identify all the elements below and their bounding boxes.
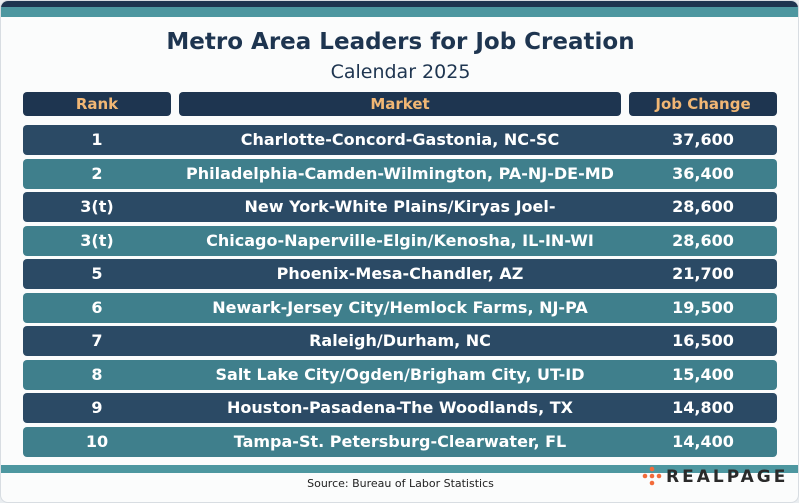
column-header: Market xyxy=(179,92,621,116)
top-bar xyxy=(1,1,798,17)
rank-cell: 3(t) xyxy=(80,230,114,250)
rank-cell: 3(t) xyxy=(80,197,114,216)
table-row: 1 Charlotte-Concord-Gastonia, NC-SC 37,600 xyxy=(23,125,777,155)
rank-cell: 7 xyxy=(91,331,103,350)
job-change-cell: 15,400 xyxy=(672,364,734,384)
job-change-cell: 28,600 xyxy=(672,197,734,216)
job-change-cell: 14,800 xyxy=(672,398,734,417)
rank-cell: 8 xyxy=(91,364,103,384)
logo-icon xyxy=(642,466,662,486)
market-cell: Raleigh/Durham, NC xyxy=(309,331,491,350)
source: Source: Bureau of Labor Statistics xyxy=(307,477,494,490)
job-change-cell: 21,700 xyxy=(672,264,734,283)
subtitle: Calendar 2025 xyxy=(330,61,471,83)
rank-cell: 5 xyxy=(91,264,103,283)
market-cell: Charlotte-Concord-Gastonia, NC-SC xyxy=(240,130,560,149)
column-header: Rank xyxy=(23,92,171,116)
job-change-cell: 19,500 xyxy=(672,297,734,317)
table-row: 5 Phoenix-Mesa-Chandler, AZ 21,700 xyxy=(23,259,777,289)
table-row: 7 Raleigh/Durham, NC 16,500 xyxy=(23,326,777,356)
job-change-cell: 28,600 xyxy=(672,230,734,250)
rank-cell: 6 xyxy=(91,297,103,317)
market-cell: Newark-Jersey City/Hemlock Farms, NJ-PA xyxy=(212,297,588,317)
table-row: 6 Newark-Jersey City/Hemlock Farms, NJ-PA… xyxy=(23,292,777,323)
table-row: 3(t) Chicago-Naperville-Elgin/Kenosha, IL… xyxy=(23,225,777,256)
market-cell: Salt Lake City/Ogden/Brigham City, UT-ID xyxy=(215,364,585,384)
table-row: 9 Houston-Pasadena-The Woodlands, TX 14,80… xyxy=(23,393,777,423)
title: Metro Area Leaders for Job Creation xyxy=(166,29,635,55)
market-cell: Tampa-St. Petersburg-Clearwater, FL xyxy=(233,431,567,451)
job-change-cell: 36,400 xyxy=(672,163,734,183)
bottom-bar xyxy=(1,465,798,473)
rank-cell: 2 xyxy=(91,163,103,183)
table-row: 10 Tampa-St. Petersburg-Clearwater, FL 14,… xyxy=(23,426,777,457)
rank-cell: 10 xyxy=(85,431,109,451)
job-change-cell: 14,400 xyxy=(672,431,734,451)
table-row: 2 Philadelphia-Camden-Wilmington, PA-NJ-D… xyxy=(23,158,777,189)
rank-cell: 9 xyxy=(91,398,103,417)
table-row: 8 Salt Lake City/Ogden/Brigham City, UT-I… xyxy=(23,359,777,390)
rank-cell: 1 xyxy=(91,130,103,149)
market-cell: Philadelphia-Camden-Wilmington, PA-NJ-DE… xyxy=(186,163,614,183)
market-cell: Phoenix-Mesa-Chandler, AZ xyxy=(276,264,524,283)
market-cell: Houston-Pasadena-The Woodlands, TX xyxy=(227,398,573,417)
market-cell: Chicago-Naperville-Elgin/Kenosha, IL-IN-… xyxy=(206,230,594,250)
logo: REALPAGE xyxy=(666,467,789,487)
job-change-cell: 37,600 xyxy=(672,130,734,149)
table-row: 3(t)New York-White Plains/Kiryas Joel-Po… xyxy=(23,192,777,246)
job-change-cell: 16,500 xyxy=(672,331,734,350)
column-header: Job Change xyxy=(629,92,777,116)
